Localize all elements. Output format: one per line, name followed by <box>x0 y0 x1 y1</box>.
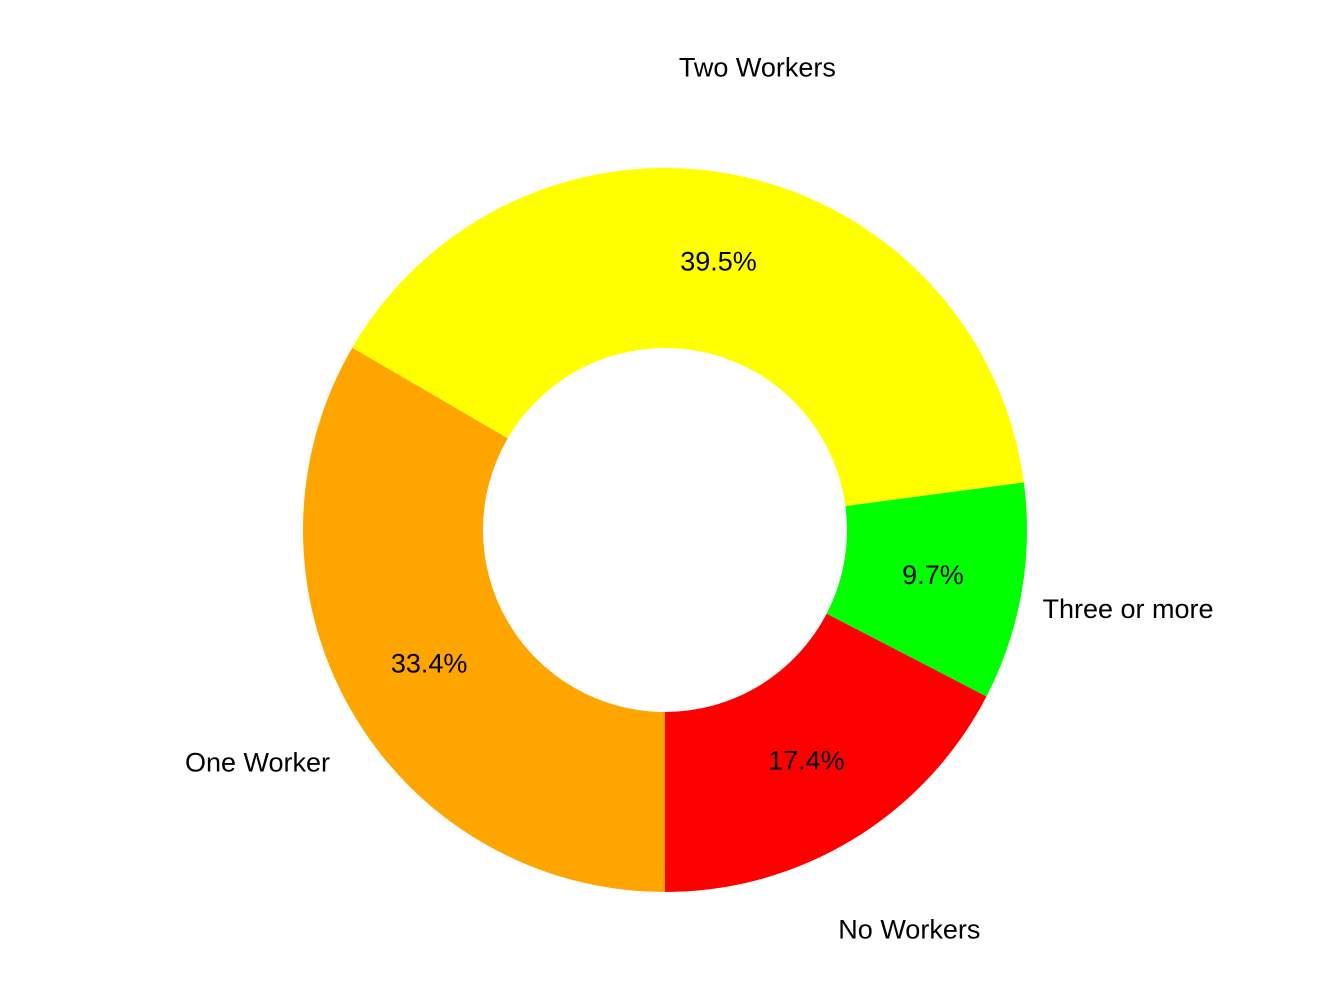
category-label: One Worker <box>185 747 330 777</box>
category-label: Two Workers <box>679 52 836 82</box>
value-label: 33.4% <box>391 649 468 679</box>
donut-slice <box>826 482 1027 697</box>
donut-slice <box>303 347 665 892</box>
category-label: No Workers <box>838 915 980 945</box>
value-label: 39.5% <box>680 246 757 276</box>
value-label: 9.7% <box>902 560 964 590</box>
category-label: Three or more <box>1042 594 1213 624</box>
donut-slice <box>665 613 987 892</box>
value-label: 17.4% <box>768 745 845 775</box>
donut-slice <box>352 168 1024 507</box>
